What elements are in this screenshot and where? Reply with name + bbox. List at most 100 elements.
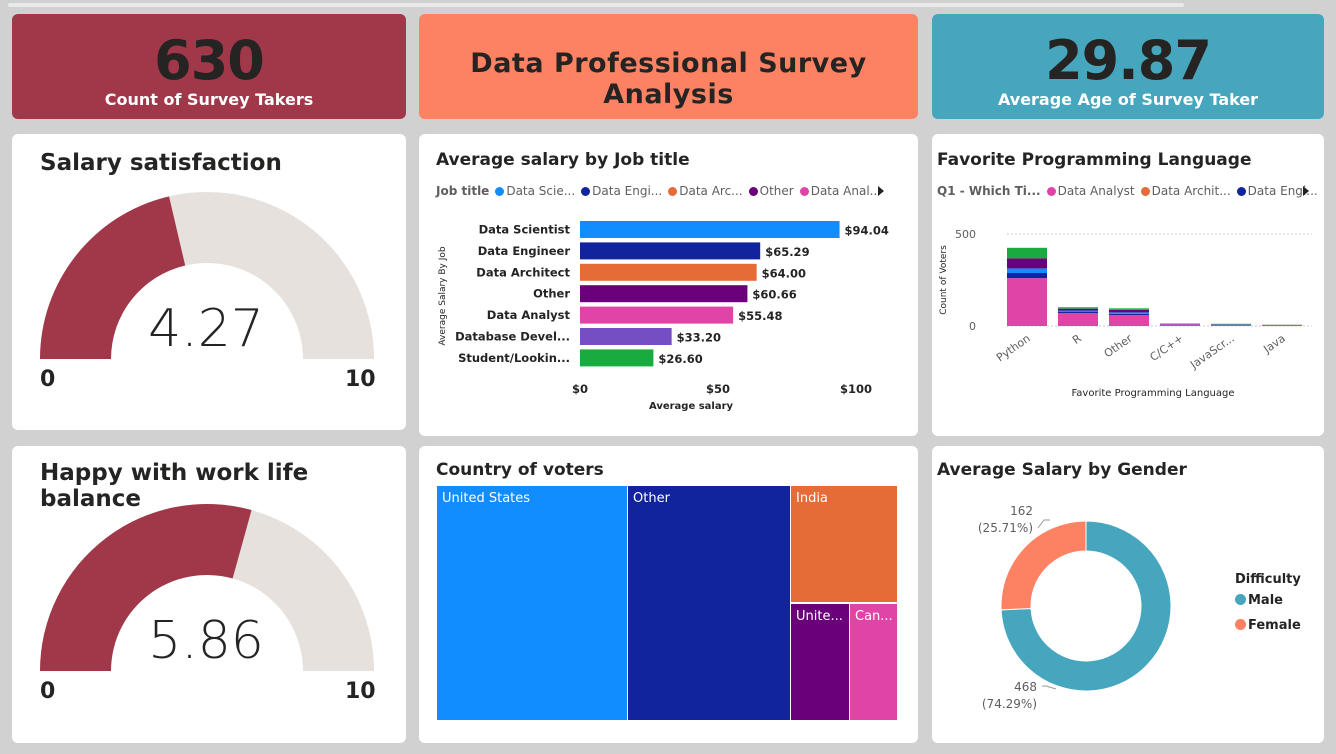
bar-segment[interactable] (1007, 247, 1047, 259)
y-tick-label: Other (533, 287, 570, 301)
bar-segment[interactable] (1007, 268, 1047, 274)
country-card[interactable]: Country of voters United States Other In… (419, 446, 918, 743)
legend-item[interactable]: Data Scie... (489, 184, 575, 198)
bar-segment[interactable] (1007, 273, 1047, 279)
y-tick-label: Data Engineer (478, 244, 571, 258)
circle-icon (581, 187, 591, 196)
kpi-count-card: 630 Count of Survey Takers (12, 14, 406, 119)
fav-language-title: Favorite Programming Language (937, 150, 1252, 170)
x-tick-label: Java (1260, 332, 1287, 357)
legend-label: Data Arc... (679, 184, 743, 198)
bar-segment[interactable] (1262, 325, 1302, 326)
y-tick-label: Data Scientist (479, 223, 571, 237)
bar-segment[interactable] (1058, 312, 1098, 314)
scroll-thumb[interactable] (8, 3, 1184, 7)
legend-item-male[interactable]: Male (1235, 593, 1301, 608)
legend-item-female[interactable]: Female (1235, 618, 1301, 633)
bar-segment[interactable] (1109, 313, 1149, 315)
bar[interactable] (580, 349, 654, 367)
gender-card[interactable]: Average Salary by Gender 468 (74.29%) 162 (… (932, 446, 1324, 743)
treemap-tile-united-kingdom[interactable]: Unite... (791, 604, 849, 720)
data-label: $94.04 (845, 224, 889, 238)
legend-item[interactable]: Data Engi... (575, 184, 662, 198)
data-label: $33.20 (677, 331, 721, 345)
bar[interactable] (580, 328, 672, 345)
scroll-track[interactable] (0, 0, 1336, 10)
legend-label: Data Analyst (1057, 184, 1135, 198)
circle-icon (495, 187, 505, 196)
circle-icon (1236, 187, 1246, 196)
circle-icon (1235, 619, 1246, 630)
dashboard-title: Data Professional Survey Analysis (470, 48, 867, 110)
bar[interactable] (580, 242, 761, 260)
bar-segment[interactable] (1058, 313, 1098, 326)
y-tick-label: Student/Lookin... (458, 351, 570, 365)
bar-segment[interactable] (1058, 310, 1098, 313)
gauge-min-label: 0 (40, 679, 56, 704)
x-tick-label: R (1070, 332, 1084, 347)
salary-satisfaction-value: 4.27 (148, 299, 264, 359)
data-label: $64.00 (762, 266, 806, 280)
bar-segment[interactable] (1211, 324, 1251, 326)
legend-item[interactable]: Data Archit... (1135, 184, 1231, 198)
bar-segment[interactable] (1058, 307, 1098, 309)
bar-segment[interactable] (1058, 308, 1098, 311)
bar-segment[interactable] (1109, 312, 1149, 314)
x-tick-label: C/C++ (1148, 332, 1186, 364)
bar[interactable] (580, 306, 734, 324)
salary-satisfaction-gauge-fill (40, 196, 186, 359)
data-label: $65.29 (765, 245, 809, 259)
bar[interactable] (580, 285, 748, 303)
language-legend-title: Q1 - Which Ti... (937, 184, 1041, 198)
male-pct-label: (74.29%) (982, 697, 1037, 711)
gauge-max-label: 10 (345, 367, 376, 392)
work-life-balance-card[interactable]: Happy with work life balance 5.86 0 10 (12, 446, 406, 743)
legend-label: Data Anal... (810, 184, 882, 198)
treemap-tile-other[interactable]: Other (628, 486, 790, 720)
y-tick-label: 500 (955, 228, 976, 241)
average-age-label: Average Age of Survey Taker (997, 90, 1259, 109)
bar[interactable] (580, 221, 840, 238)
bar-segment[interactable] (1109, 309, 1149, 313)
donut-slice-female[interactable] (1000, 520, 1087, 611)
country-title: Country of voters (436, 460, 604, 480)
legend-item[interactable]: Data Engi... (1231, 184, 1318, 198)
bar-segment[interactable] (1007, 278, 1047, 326)
triangle-right-icon[interactable] (878, 186, 884, 196)
work-life-balance-gauge-fill (40, 504, 252, 671)
bar-segment[interactable] (1007, 258, 1047, 269)
x-axis-title: Favorite Programming Language (1071, 388, 1234, 399)
treemap-tile-united-states[interactable]: United States (437, 486, 627, 720)
survey-count-label: Count of Survey Takers (104, 90, 314, 109)
triangle-right-icon[interactable] (1303, 186, 1309, 196)
survey-count-value: 630 (154, 29, 265, 92)
legend-item[interactable]: Other (743, 184, 794, 198)
gauge-max-label: 10 (345, 679, 376, 704)
salary-by-job-card[interactable]: Average salary by Job title Job title Dat… (419, 134, 918, 436)
work-life-balance-gauge (40, 504, 374, 671)
bar-segment[interactable] (1160, 324, 1200, 326)
y-axis-title: Count of Voters (939, 245, 949, 315)
data-label: $60.66 (752, 288, 796, 302)
salary-satisfaction-gauge (40, 192, 374, 359)
gender-legend: Difficulty Male Female (1235, 572, 1301, 633)
donut-slice-male[interactable] (1000, 520, 1172, 692)
salary-satisfaction-card[interactable]: Salary satisfaction 4.27 0 10 (12, 134, 406, 430)
legend-label: Data Scie... (506, 184, 576, 198)
x-tick-label: $0 (572, 382, 588, 396)
bar-segment[interactable] (1109, 314, 1149, 326)
bar-segment[interactable] (1109, 308, 1149, 310)
legend-label: Data Engi... (1247, 184, 1318, 198)
treemap-tile-india[interactable]: India (791, 486, 897, 602)
bar[interactable] (580, 263, 757, 281)
fav-language-card[interactable]: Favorite Programming Language Q1 - Which… (932, 134, 1324, 436)
job-legend-title: Job title (436, 184, 490, 198)
legend-item[interactable]: Data Anal... (794, 184, 881, 198)
legend-item[interactable]: Data Arc... (662, 184, 743, 198)
dashboard-title-card: Data Professional Survey Analysis (419, 14, 918, 119)
circle-icon (1235, 594, 1246, 605)
treemap-tile-canada[interactable]: Can... (850, 604, 897, 720)
y-tick-label: 0 (969, 320, 976, 333)
salary-by-job-title: Average salary by Job title (436, 150, 690, 170)
legend-item[interactable]: Data Analyst (1041, 184, 1135, 198)
